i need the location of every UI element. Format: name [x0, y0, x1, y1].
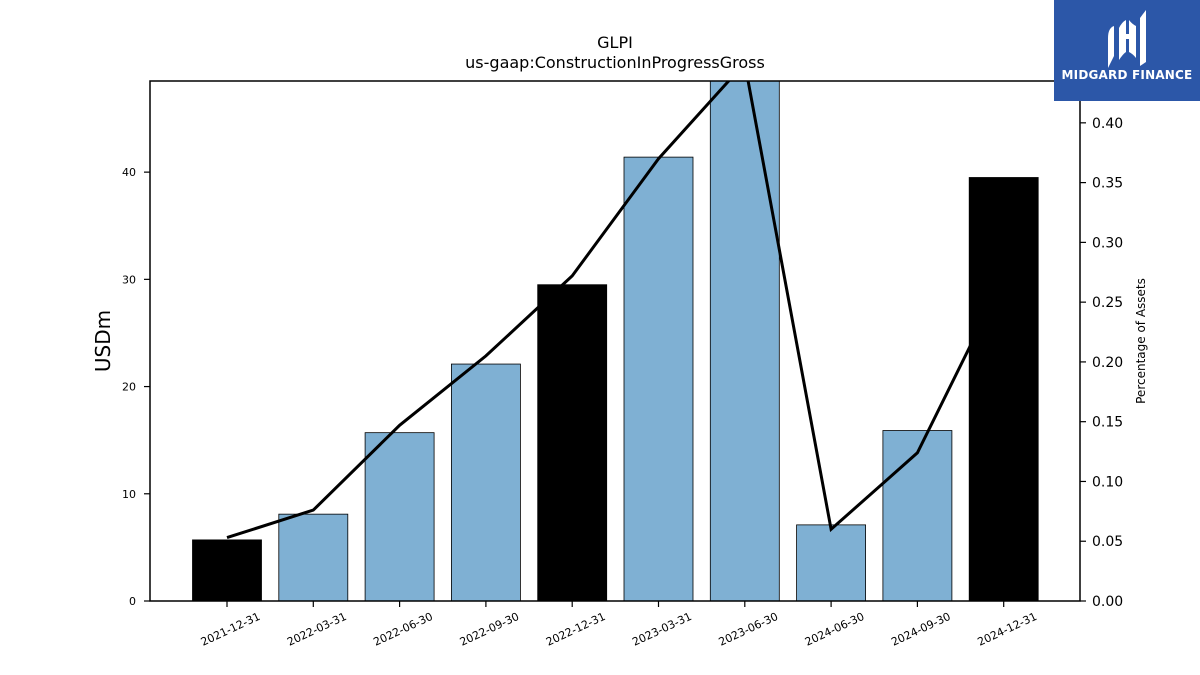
y2-tick-label: 0.10 [1092, 474, 1123, 490]
x-tick-label: 2022-06-30 [371, 610, 434, 649]
y2-tick-label: 0.25 [1092, 295, 1123, 311]
bar-2022-06-30 [364, 432, 435, 601]
plot-frame [149, 80, 1081, 602]
y2-tick-label: 0.00 [1092, 594, 1123, 610]
y-tick-label: 40 [122, 166, 136, 179]
y-tick-label: 10 [122, 488, 136, 501]
x-tick-label: 2022-03-31 [285, 610, 348, 649]
bar-2022-03-31 [278, 513, 349, 601]
y-tick-label: 20 [122, 381, 136, 394]
x-tick-label: 2022-09-30 [458, 610, 521, 649]
x-tick-label: 2021-12-31 [199, 610, 262, 649]
bar-2024-09-30 [882, 430, 953, 601]
x-tick-label: 2024-12-31 [976, 610, 1039, 649]
y-tick-label: 30 [122, 273, 136, 286]
y2-tick-label: 0.15 [1092, 415, 1123, 431]
y2-tick-label: 0.05 [1092, 534, 1123, 550]
bar-2021-12-31 [192, 539, 262, 601]
y2-axis-label: Percentage of Assets [1134, 278, 1148, 404]
bar-2022-09-30 [450, 363, 521, 601]
y-axis-label: USDm [91, 310, 115, 372]
chart-title: GLPI [597, 33, 633, 52]
y2-tick-label: 0.20 [1092, 355, 1123, 371]
y-tick-label: 0 [129, 595, 136, 608]
x-tick-label: 2024-09-30 [889, 610, 952, 649]
y2-tick-label: 0.40 [1092, 116, 1123, 132]
x-tick-label: 2023-03-31 [630, 610, 693, 649]
chart-subtitle: us-gaap:ConstructionInProgressGross [465, 53, 765, 72]
y2-tick-label: 0.30 [1092, 235, 1123, 251]
percentage-line [226, 81, 1006, 540]
x-tick-label: 2024-06-30 [803, 610, 866, 649]
y2-tick-label: 0.35 [1092, 176, 1123, 192]
bar-2023-03-31 [623, 156, 694, 601]
bar-2023-06-30 [709, 81, 780, 601]
bar-2024-12-31 [968, 177, 1039, 601]
midgard-logo-icon [1108, 10, 1146, 68]
x-tick-label: 2023-06-30 [717, 610, 780, 649]
x-tick-label: 2022-12-31 [544, 610, 607, 649]
brand-logo: MIDGARD FINANCE [1054, 0, 1200, 101]
bar-2024-06-30 [796, 524, 866, 601]
brand-logo-text: MIDGARD FINANCE [1061, 68, 1193, 82]
bar-2022-12-31 [537, 284, 608, 601]
